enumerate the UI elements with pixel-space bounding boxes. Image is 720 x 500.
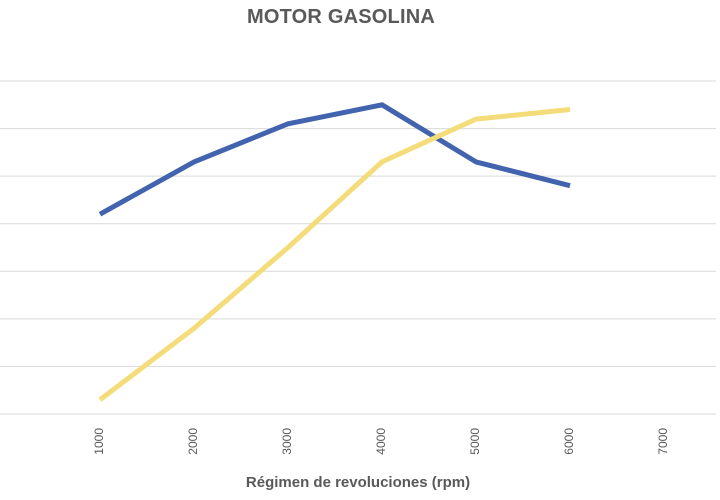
x-tick-label: 6000 <box>562 428 576 455</box>
x-axis-label: Régimen de revoluciones (rpm) <box>245 474 471 491</box>
x-tick-label: 4000 <box>374 428 388 455</box>
series-lines <box>98 102 571 402</box>
x-tick-labels: 1000 2000 3000 4000 5000 6000 7000 <box>92 428 670 455</box>
x-tick-label: 2000 <box>186 428 200 455</box>
grid-lines <box>0 80 716 415</box>
chart-title: MOTOR GASOLINA <box>247 6 435 28</box>
x-tick-label: 3000 <box>280 428 294 455</box>
series-line-2 <box>98 107 571 402</box>
x-tick-label: 1000 <box>92 428 106 455</box>
series-line-1 <box>98 102 571 217</box>
x-tick-label: 7000 <box>656 428 670 455</box>
x-tick-label: 5000 <box>468 428 482 455</box>
